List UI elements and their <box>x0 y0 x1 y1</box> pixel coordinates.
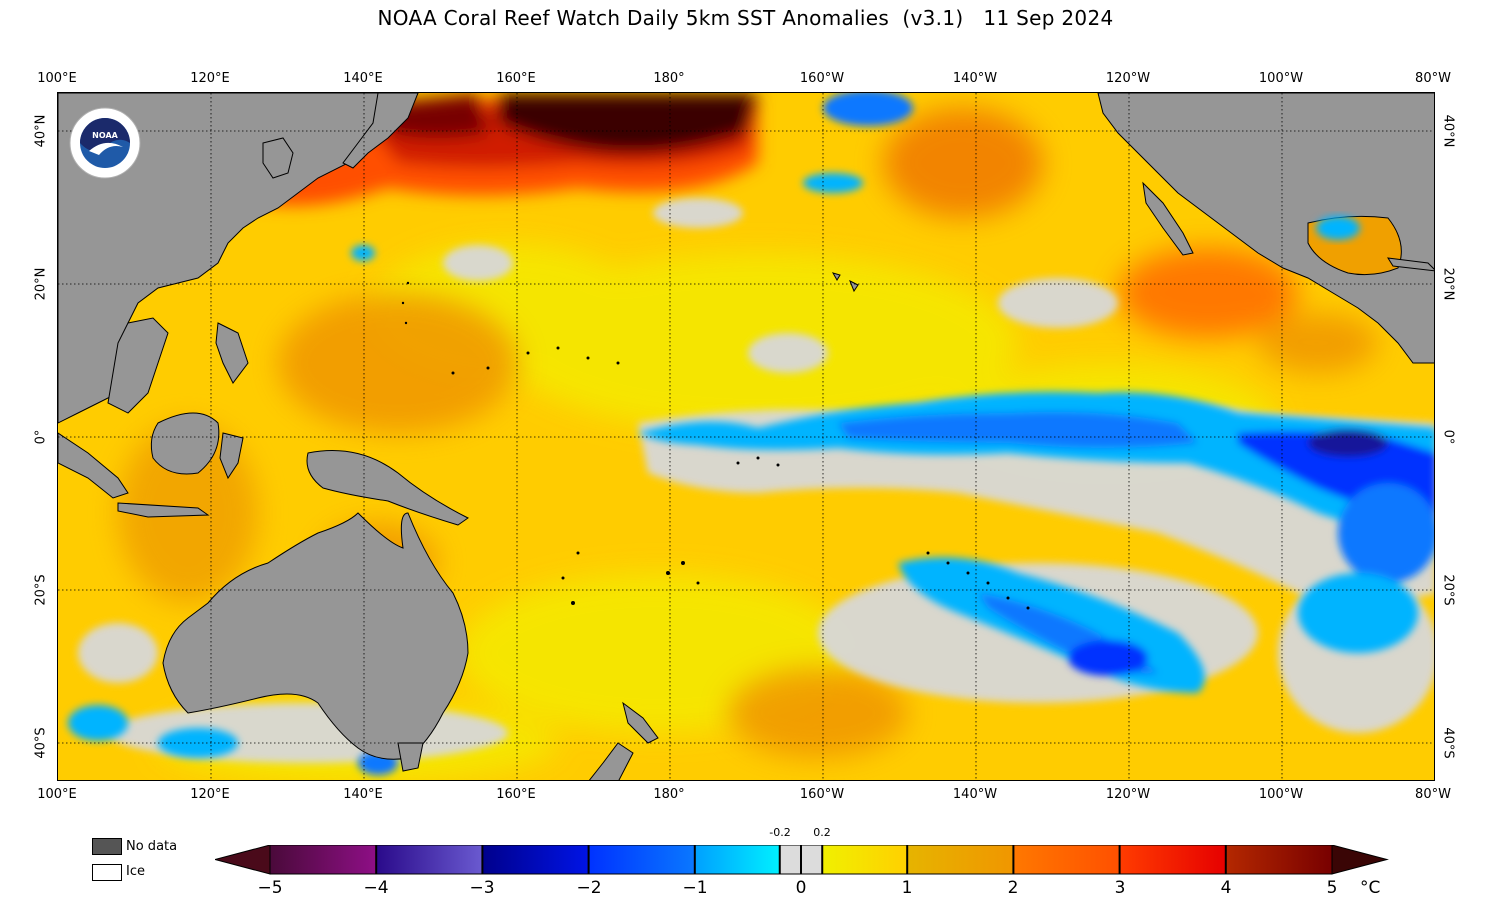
colorbar-tick: 2 <box>1007 878 1019 898</box>
korea-landmass <box>262 137 294 179</box>
lon-tick-bottom: 160°E <box>496 787 536 802</box>
colorbar-over-arrow <box>1331 845 1389 875</box>
colorbar-segment <box>1013 845 1120 874</box>
lon-tick-top: 80°W <box>1415 71 1451 86</box>
colorbar-segment <box>376 845 483 874</box>
colorbar-small-tick: 0.2 <box>813 826 831 839</box>
lon-tick-top: 120°E <box>190 71 230 86</box>
new-zealand-landmass <box>588 701 659 780</box>
lat-tick-left: 20°N <box>33 267 49 301</box>
map-canvas <box>58 93 1434 780</box>
sumatra-landmass <box>58 432 129 499</box>
lat-tick-left: 40°S <box>33 727 49 759</box>
cuba-landmass <box>1387 257 1434 272</box>
colorbar <box>215 845 1389 875</box>
no-data-label: No data <box>126 839 178 854</box>
lon-tick-bottom: 180° <box>653 787 685 802</box>
lon-tick-top: 140°E <box>343 71 383 86</box>
map-title: NOAA Coral Reef Watch Daily 5km SST Anom… <box>377 6 1114 30</box>
lon-tick-bottom: 160°W <box>799 787 845 802</box>
lon-tick-top: 160°W <box>799 71 845 86</box>
colorbar-under-arrow <box>215 845 271 875</box>
colorbar-tick: −1 <box>682 878 708 898</box>
lon-tick-bottom: 140°E <box>343 787 383 802</box>
lat-tick-left: 40°N <box>33 114 49 148</box>
colorbar-segment <box>694 845 780 874</box>
pacific-islands <box>401 281 1030 610</box>
lon-tick-top: 100°W <box>1258 71 1304 86</box>
lat-tick-right: 40°S <box>1440 727 1456 759</box>
colorbar-segment <box>1119 845 1226 874</box>
colorbar-tick: 3 <box>1114 878 1126 898</box>
colorbar-segment <box>588 845 695 874</box>
colorbar-unit: °C <box>1360 878 1381 898</box>
lat-tick-right: 40°N <box>1440 114 1456 148</box>
new-guinea-landmass <box>306 450 469 526</box>
noaa-logo-icon: NOAA <box>69 107 141 179</box>
colorbar-tick: −5 <box>257 878 283 898</box>
baja-california-landmass <box>1142 181 1194 256</box>
lat-tick-right: 20°S <box>1440 574 1456 606</box>
colorbar-segment <box>270 845 377 874</box>
colorbar-tick: −4 <box>363 878 389 898</box>
noaa-logo-text: NOAA <box>92 131 118 140</box>
lon-tick-bottom: 100°W <box>1258 787 1304 802</box>
colorbar-tick: −3 <box>469 878 495 898</box>
no-data-swatch <box>92 838 122 855</box>
australia-landmass <box>162 512 469 760</box>
java-landmass <box>117 502 210 518</box>
colorbar-small-tick: -0.2 <box>769 826 791 839</box>
lat-tick-left: 20°S <box>33 574 49 606</box>
colorbar-tick: −2 <box>576 878 602 898</box>
colorbar-tick: 1 <box>901 878 913 898</box>
colorbar-segment <box>1225 845 1332 874</box>
lon-tick-bottom: 140°W <box>952 787 998 802</box>
lon-tick-bottom: 120°E <box>190 787 230 802</box>
hawaii-islands <box>831 272 859 293</box>
lon-tick-top: 100°E <box>37 71 77 86</box>
lat-tick-right: 0° <box>1440 429 1456 445</box>
philippines-landmass <box>215 322 249 384</box>
north-america-landmass <box>1097 93 1434 364</box>
lon-tick-top: 160°E <box>496 71 536 86</box>
colorbar-tick: 0 <box>795 878 807 898</box>
colorbar-segment <box>482 845 589 874</box>
indochina-landmass <box>107 317 169 414</box>
ice-label: Ice <box>126 864 145 879</box>
lon-tick-top: 180° <box>653 71 685 86</box>
japan-landmass <box>342 93 419 169</box>
borneo-landmass <box>150 412 220 475</box>
lat-tick-right: 20°N <box>1440 267 1456 301</box>
lon-tick-bottom: 100°E <box>37 787 77 802</box>
sst-anomaly-map[interactable] <box>57 92 1435 781</box>
ice-swatch <box>92 864 122 881</box>
colorbar-tick: 5 <box>1326 878 1338 898</box>
colorbar-segment <box>822 845 908 874</box>
lat-tick-left: 0° <box>33 429 49 445</box>
lon-tick-top: 140°W <box>952 71 998 86</box>
landmasses <box>58 93 1434 780</box>
lon-tick-top: 120°W <box>1105 71 1151 86</box>
lon-tick-bottom: 120°W <box>1105 787 1151 802</box>
colorbar-frame <box>269 845 1333 875</box>
colorbar-tick: 4 <box>1220 878 1232 898</box>
sulawesi-landmass <box>219 432 244 480</box>
lon-tick-bottom: 80°W <box>1415 787 1451 802</box>
colorbar-segment <box>907 845 1014 874</box>
graticule <box>58 93 1434 780</box>
